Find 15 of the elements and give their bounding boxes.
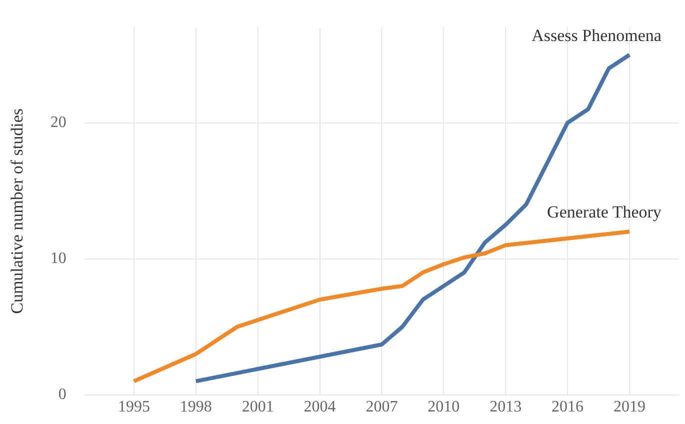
y-axis-title: Cumulative number of studies [8,108,27,314]
y-tick-label: 20 [50,114,66,132]
x-tick-label: 2010 [428,398,460,416]
y-tick-label: 10 [50,250,66,268]
series-label: Assess Phenomena [532,26,662,45]
x-tick-label: 1998 [180,398,212,416]
x-tick-label: 2016 [552,398,584,416]
x-tick-label: 2019 [613,398,646,416]
x-tick-label: 2004 [304,398,336,416]
x-tick-label: 2007 [366,398,398,416]
series-label: Generate Theory [547,202,662,222]
x-tick-label: 2013 [490,398,522,416]
y-tick-label: 0 [58,386,66,404]
x-tick-label: 1995 [118,398,150,416]
x-tick-label: 2001 [242,398,274,416]
